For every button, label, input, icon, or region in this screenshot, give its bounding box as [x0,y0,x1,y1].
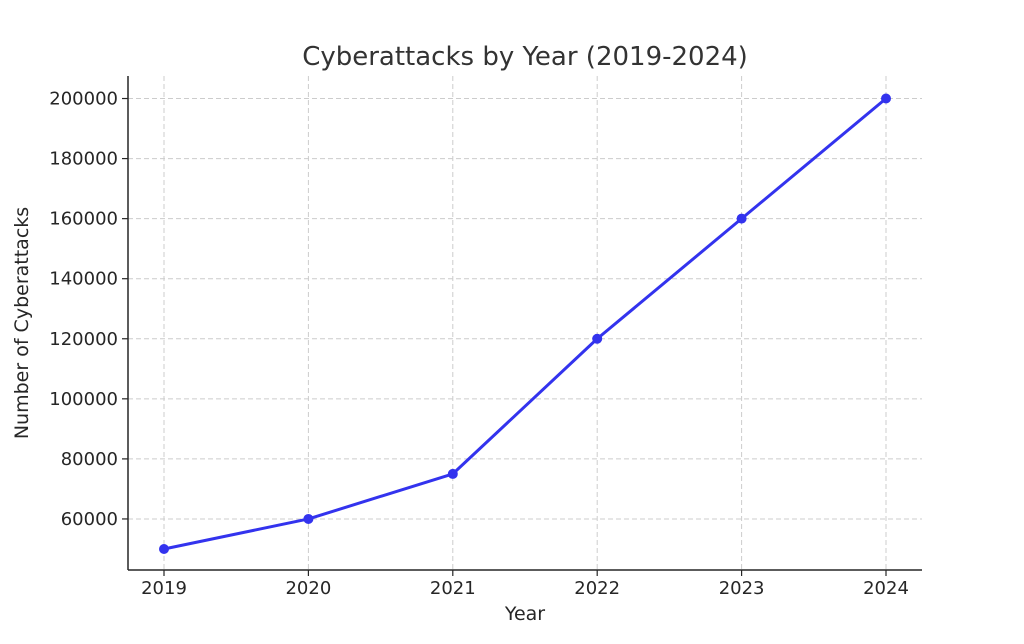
axes: 2019 2020 2021 2022 2023 2024 60000 80000 100000… [49,76,922,599]
y-tick-label: 180000 [49,149,118,170]
data-point [447,468,458,479]
x-tick-label: 2022 [574,578,620,599]
x-tick-label: 2024 [863,578,909,599]
x-axis-label: Year [504,603,545,625]
y-tick-label: 100000 [49,389,118,410]
y-tick-label: 200000 [49,89,118,110]
x-tick-label: 2023 [719,578,765,599]
x-tick-label: 2020 [285,578,331,599]
data-point [736,213,747,224]
x-tick-label: 2021 [430,578,476,599]
grid [128,76,922,570]
y-tick-label: 140000 [49,269,118,290]
y-tick-label: 60000 [61,509,118,530]
y-tick-label: 80000 [61,449,118,470]
data-point [159,543,169,554]
y-tick-label: 120000 [49,329,118,350]
y-tick-label: 160000 [49,209,118,230]
y-axis-label: Number of Cyberattacks [11,207,33,439]
data-point [592,333,603,344]
data-point [303,513,314,524]
series-line [163,97,887,551]
x-tick-label: 2019 [141,578,187,599]
series [159,93,891,554]
chart-title: Cyberattacks by Year (2019-2024) [302,42,748,72]
data-point [881,93,891,104]
